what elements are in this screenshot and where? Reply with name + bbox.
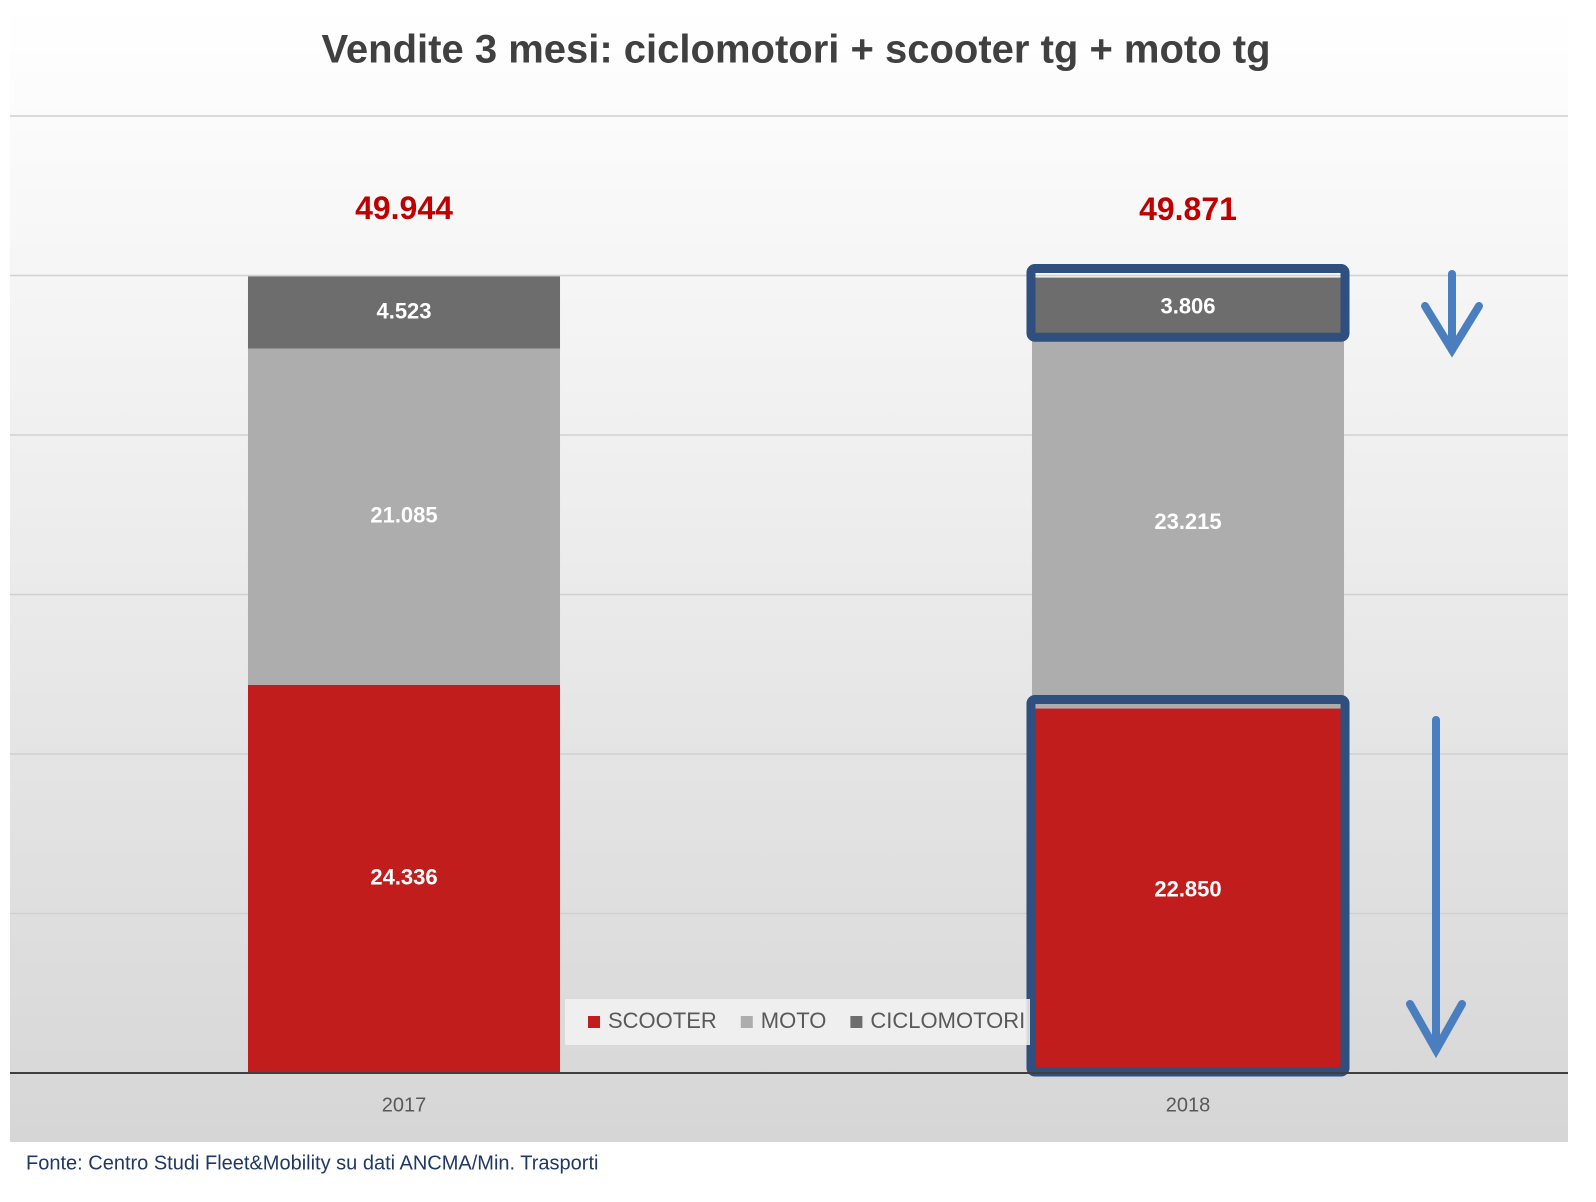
- chart-title: Vendite 3 mesi: ciclomotori + scooter tg…: [321, 28, 1270, 72]
- data-label: 3.806: [1160, 294, 1215, 319]
- legend-swatch: [588, 1016, 600, 1028]
- bar-segment: [247, 348, 561, 685]
- arrow: [1406, 716, 1466, 1059]
- legend-label: MOTO: [761, 1008, 827, 1033]
- bar-segment: [1031, 708, 1345, 1073]
- x-tick-label: 2017: [382, 1094, 427, 1116]
- total-label: 49.871: [1139, 191, 1237, 227]
- arrow: [1421, 270, 1483, 358]
- highlight-box: [1026, 264, 1350, 342]
- data-label: 23.215: [1154, 509, 1221, 534]
- data-label: 21.085: [370, 503, 437, 528]
- legend-swatch: [850, 1016, 863, 1028]
- data-label: 24.336: [370, 865, 437, 890]
- total-label: 49.944: [355, 190, 453, 226]
- legend-background: [565, 999, 1030, 1045]
- source-note: Fonte: Centro Studi Fleet&Mobility su da…: [26, 1152, 598, 1174]
- data-label: 22.850: [1154, 877, 1221, 902]
- legend-label: SCOOTER: [608, 1008, 717, 1033]
- legend-swatch: [740, 1016, 753, 1028]
- bar-segment: [1031, 338, 1345, 709]
- bar-segment: [247, 684, 561, 1073]
- data-label: 4.523: [376, 298, 431, 323]
- legend: SCOOTER MOTO CICLOMOTORI: [565, 999, 1030, 1045]
- bars: [247, 276, 1345, 1073]
- bar-segment: [247, 276, 561, 349]
- x-tick-label: 2018: [1166, 1094, 1211, 1116]
- bar-segment: [1031, 277, 1345, 339]
- legend-label: CICLOMOTORI: [870, 1008, 1025, 1033]
